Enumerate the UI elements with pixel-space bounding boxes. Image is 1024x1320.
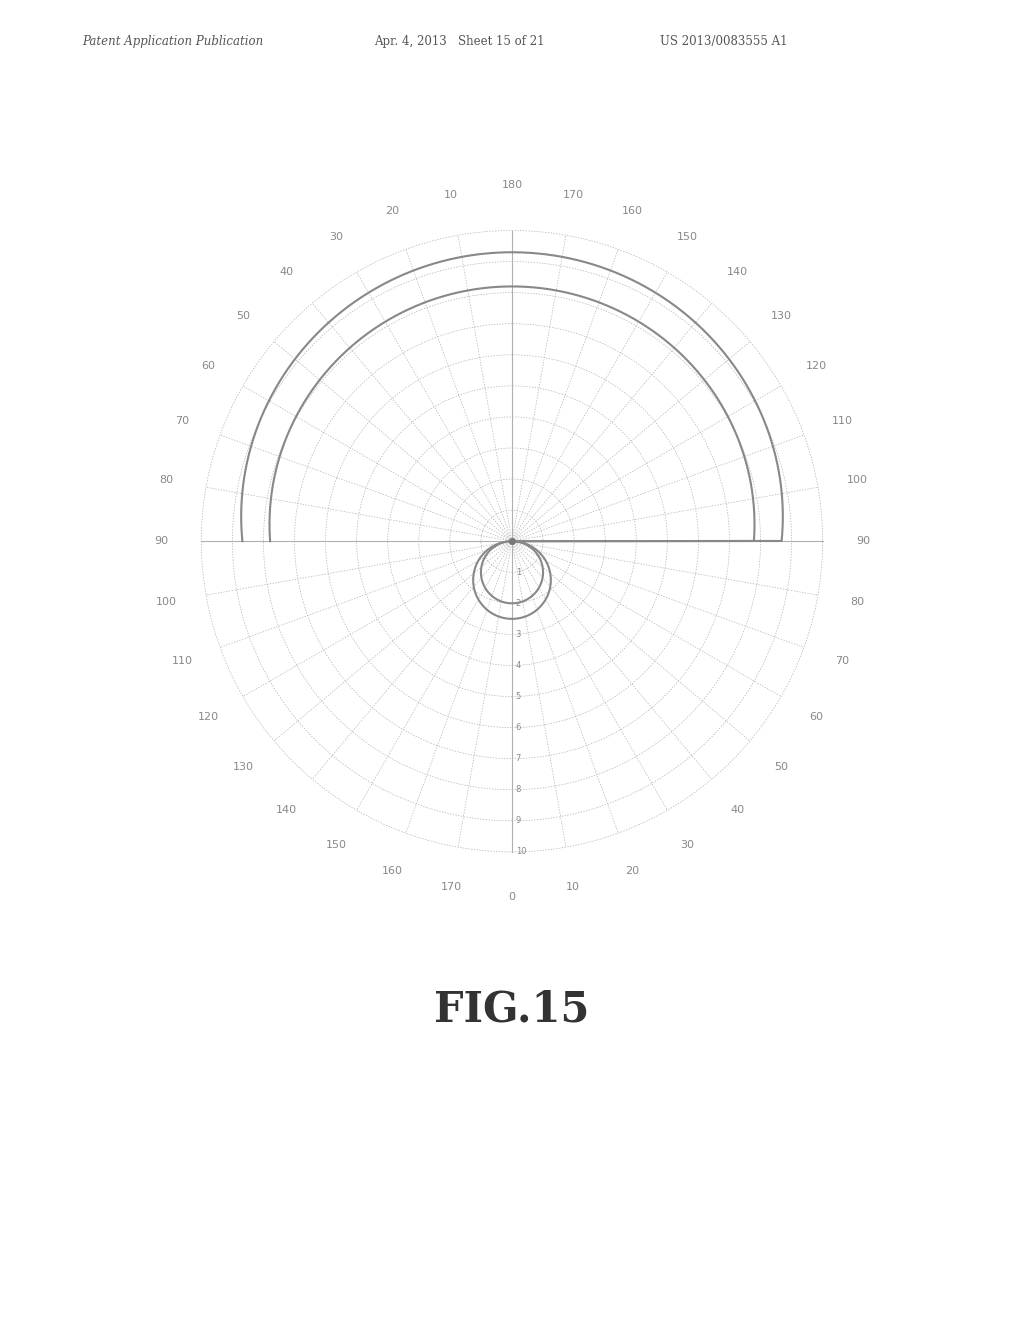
Text: 20: 20 xyxy=(625,866,639,876)
Text: 150: 150 xyxy=(677,232,698,242)
Text: 120: 120 xyxy=(806,360,826,371)
Text: 110: 110 xyxy=(172,656,193,667)
Text: 5: 5 xyxy=(516,692,521,701)
Text: 70: 70 xyxy=(175,416,189,426)
Text: 120: 120 xyxy=(198,711,218,722)
Text: 130: 130 xyxy=(232,762,254,772)
Text: 1: 1 xyxy=(516,568,521,577)
Text: 10: 10 xyxy=(516,847,526,857)
Text: 100: 100 xyxy=(156,597,177,607)
Text: 3: 3 xyxy=(516,630,521,639)
Text: 10: 10 xyxy=(566,882,580,892)
Text: 110: 110 xyxy=(831,416,852,426)
Text: 160: 160 xyxy=(381,866,402,876)
Text: 140: 140 xyxy=(275,805,297,816)
Text: 100: 100 xyxy=(847,475,868,486)
Text: 140: 140 xyxy=(727,267,749,277)
Text: 20: 20 xyxy=(385,206,399,216)
Text: 40: 40 xyxy=(280,267,294,277)
Text: 50: 50 xyxy=(774,762,787,772)
Text: 9: 9 xyxy=(516,816,521,825)
Text: 60: 60 xyxy=(809,711,823,722)
Text: 90: 90 xyxy=(856,536,870,546)
Text: 180: 180 xyxy=(502,180,522,190)
Text: 4: 4 xyxy=(516,661,521,671)
Text: Apr. 4, 2013   Sheet 15 of 21: Apr. 4, 2013 Sheet 15 of 21 xyxy=(374,34,545,48)
Text: FIG.15: FIG.15 xyxy=(434,989,590,1031)
Text: Patent Application Publication: Patent Application Publication xyxy=(82,34,263,48)
Text: 30: 30 xyxy=(330,232,343,242)
Text: 2: 2 xyxy=(516,599,521,607)
Text: 7: 7 xyxy=(516,754,521,763)
Text: 70: 70 xyxy=(835,656,849,667)
Text: 80: 80 xyxy=(851,597,865,607)
Text: 170: 170 xyxy=(440,882,462,892)
Text: 60: 60 xyxy=(201,360,215,371)
Text: US 2013/0083555 A1: US 2013/0083555 A1 xyxy=(660,34,788,48)
Text: 170: 170 xyxy=(562,190,584,201)
Text: 30: 30 xyxy=(681,841,694,850)
Text: 160: 160 xyxy=(622,206,643,216)
Text: 40: 40 xyxy=(730,805,744,816)
Text: 130: 130 xyxy=(770,310,792,321)
Text: 90: 90 xyxy=(154,536,168,546)
Text: 8: 8 xyxy=(516,785,521,795)
Text: 6: 6 xyxy=(516,723,521,733)
Text: 0: 0 xyxy=(509,892,515,903)
Text: 150: 150 xyxy=(326,841,347,850)
Text: 10: 10 xyxy=(444,190,458,201)
Text: 50: 50 xyxy=(237,310,250,321)
Text: 80: 80 xyxy=(159,475,173,486)
